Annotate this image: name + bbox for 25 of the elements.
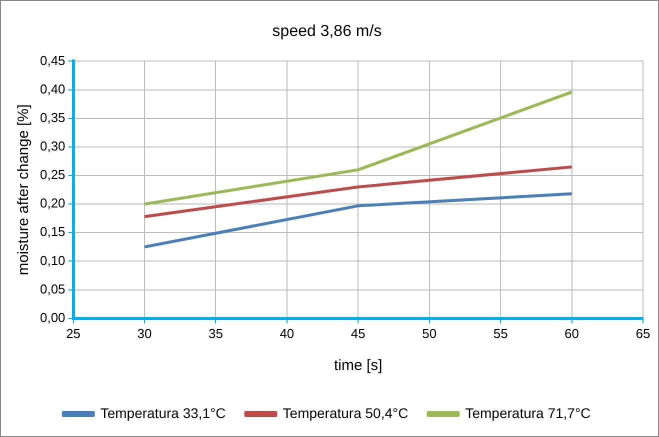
legend-label: Temperatura 33,1°C	[100, 404, 226, 421]
x-tick-label: 65	[636, 326, 650, 341]
y-axis-title: moisture after change [%]	[15, 104, 32, 276]
legend-label: Temperatura 50,4°C	[282, 404, 408, 421]
y-tick-label: 0,05	[40, 281, 66, 296]
x-axis-title: time [s]	[334, 357, 382, 374]
chart-title: speed 3,86 m/s	[272, 23, 382, 40]
y-tick-label: 0,20	[40, 196, 66, 211]
y-tick-label: 0,15	[40, 224, 66, 240]
y-tick-label: 0,25	[40, 167, 66, 182]
x-tick-label: 45	[350, 326, 366, 341]
x-tick-label: 60	[564, 326, 580, 341]
x-tick-label: 55	[493, 326, 508, 341]
y-tick-label: 0,40	[40, 81, 66, 96]
y-tick-label: 0,35	[40, 110, 66, 125]
y-tick-label: 0,10	[40, 252, 66, 268]
x-tick-label: 25	[66, 326, 81, 341]
y-tick-label: 0,00	[40, 310, 66, 325]
x-tick-label: 35	[208, 326, 223, 341]
legend-label: Temperatura 71,7°C	[465, 404, 591, 421]
x-tick-label: 50	[422, 326, 437, 341]
y-tick-label: 0,45	[40, 52, 66, 68]
y-tick-label: 0,30	[40, 138, 66, 154]
x-tick-label: 40	[280, 326, 294, 341]
x-tick-label: 30	[137, 326, 152, 341]
